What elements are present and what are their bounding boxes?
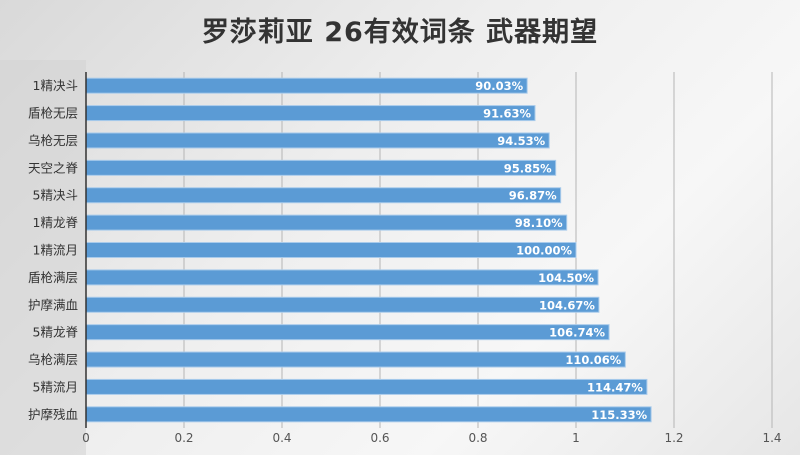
category-label: 5精流月	[33, 379, 78, 394]
x-tick-label: 1	[572, 431, 580, 445]
category-label: 1精流月	[33, 243, 78, 258]
category-label: 5精决斗	[33, 188, 78, 203]
bar	[85, 132, 550, 149]
data-label: 96.87%	[509, 189, 557, 203]
category-label: 1精龙脊	[33, 215, 79, 230]
data-label: 110.06%	[565, 353, 621, 367]
data-label: 98.10%	[515, 216, 563, 230]
x-tick-label: 1.2	[664, 431, 683, 445]
x-tick-label: 0.4	[272, 431, 291, 445]
data-label: 106.74%	[549, 326, 605, 340]
bar	[85, 77, 528, 94]
data-label: 104.67%	[539, 298, 595, 312]
bar	[85, 378, 648, 395]
x-tick-label: 0.2	[174, 431, 193, 445]
bar	[85, 406, 652, 423]
data-label: 94.53%	[497, 134, 545, 148]
data-label: 114.47%	[587, 380, 643, 394]
label-panel	[0, 60, 86, 455]
x-tick-label: 0.8	[468, 431, 487, 445]
category-label: 盾枪无层	[28, 106, 78, 121]
data-label: 95.85%	[504, 161, 552, 175]
category-label: 1精决斗	[33, 78, 78, 93]
bar	[85, 214, 568, 231]
category-label: 天空之脊	[28, 160, 79, 175]
data-label: 91.63%	[483, 107, 531, 121]
data-label: 104.50%	[538, 271, 594, 285]
bar	[85, 187, 562, 204]
category-label: 乌枪无层	[28, 133, 78, 148]
bar	[85, 324, 610, 341]
category-label: 护摩残血	[28, 407, 78, 422]
bar	[85, 105, 536, 122]
bar	[85, 296, 600, 313]
x-tick-label: 1.4	[762, 431, 781, 445]
bar	[85, 242, 577, 258]
data-label: 115.33%	[591, 408, 647, 422]
data-label: 100.00%	[516, 244, 572, 258]
category-label: 盾枪满层	[28, 270, 78, 285]
data-label: 90.03%	[475, 79, 523, 93]
bar	[85, 351, 626, 368]
category-label: 乌枪满层	[28, 352, 78, 367]
x-tick-label: 0	[82, 431, 90, 445]
category-label: 护摩满血	[28, 297, 78, 312]
bar	[85, 159, 557, 176]
bar	[85, 269, 599, 286]
chart-title: 罗莎莉亚 26有效词条 武器期望	[201, 17, 599, 48]
x-tick-label: 0.6	[370, 431, 389, 445]
category-label: 5精龙脊	[33, 325, 79, 340]
